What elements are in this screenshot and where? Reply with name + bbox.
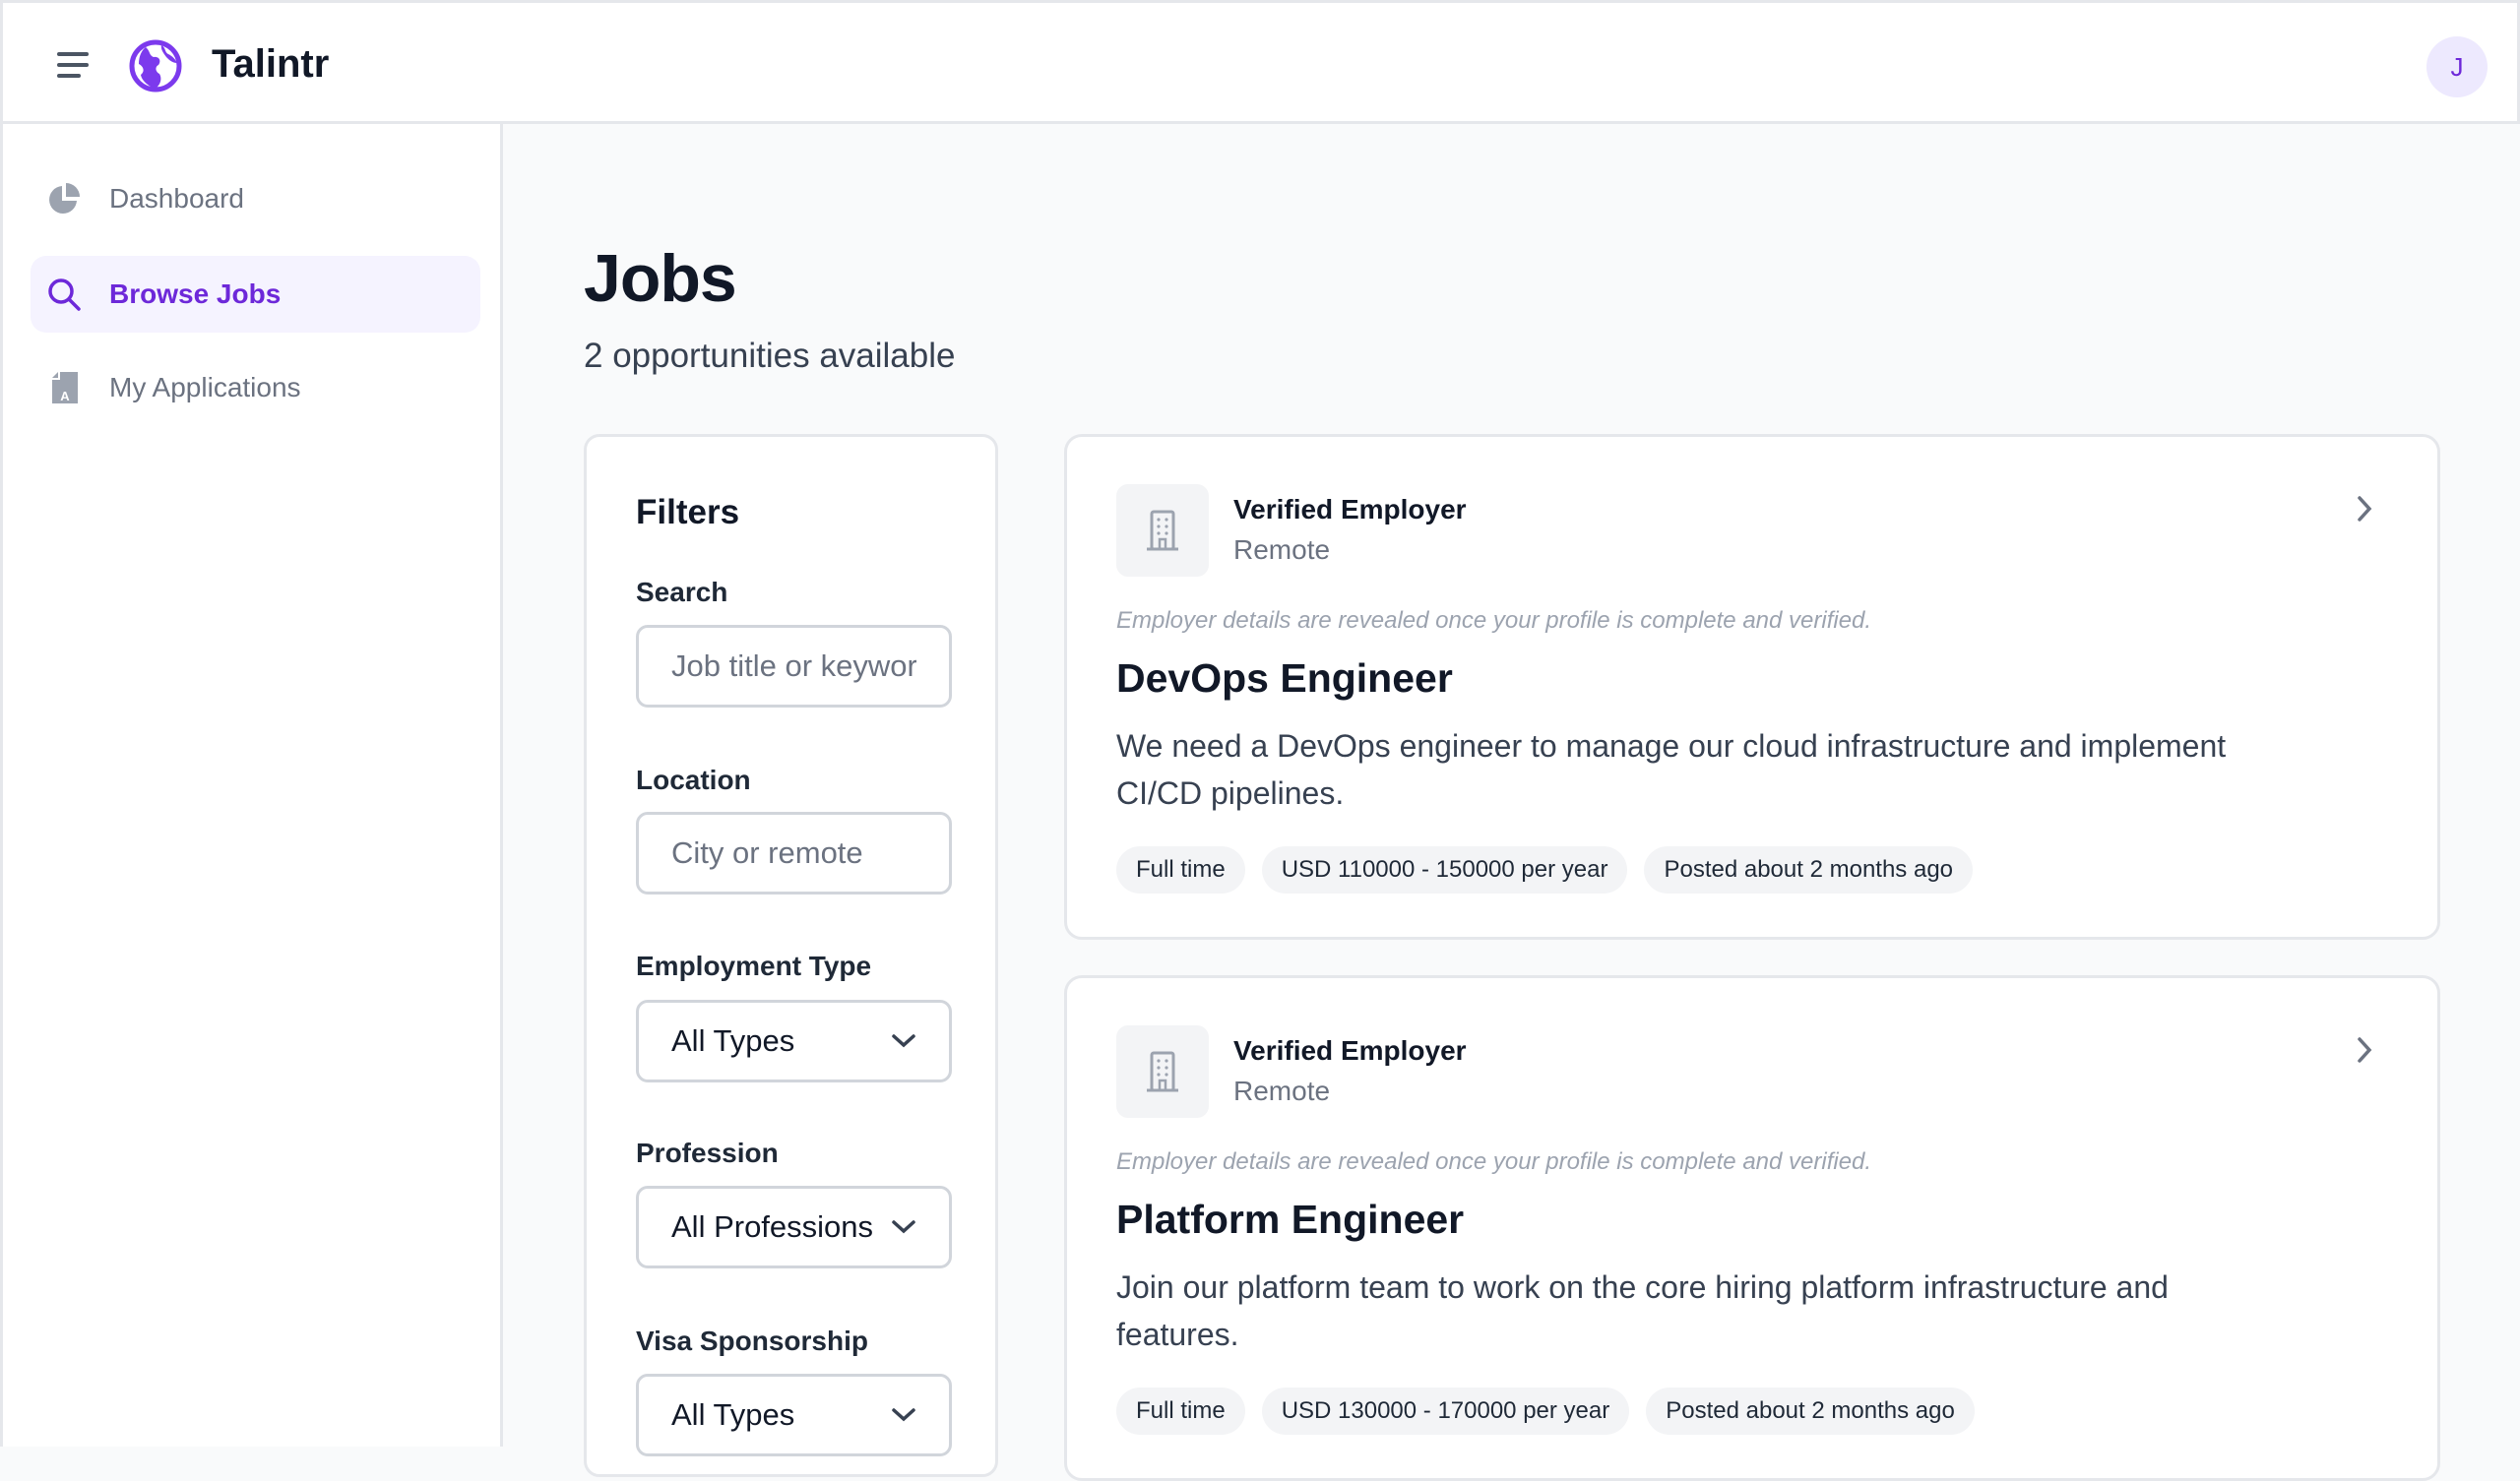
building-icon <box>1147 510 1178 551</box>
job-tag: Full time <box>1116 1388 1245 1435</box>
globe-logo-icon <box>129 39 182 93</box>
document-icon: A <box>46 370 82 405</box>
job-location: Remote <box>1233 534 1331 565</box>
menu-icon[interactable] <box>57 52 89 78</box>
job-location: Remote <box>1233 1076 1331 1106</box>
filters-title: Filters <box>636 493 740 531</box>
visa-select[interactable]: All Types <box>636 1374 952 1456</box>
chevron-right-icon[interactable] <box>2353 1035 2376 1065</box>
pie-chart-icon <box>46 181 82 216</box>
sidebar-item-my-applications[interactable]: A My Applications <box>31 349 480 426</box>
job-tag: Posted about 2 months ago <box>1646 1388 1975 1435</box>
select-value: All Professions <box>671 1209 874 1244</box>
job-card[interactable]: Verified Employer Remote Employer detail… <box>1064 434 2440 940</box>
job-tags: Full time USD 130000 - 170000 per year Pos… <box>1116 1388 1975 1435</box>
job-card[interactable]: Verified Employer Remote Employer detail… <box>1064 975 2440 1481</box>
chevron-down-icon <box>892 1220 915 1234</box>
profession-select[interactable]: All Professions <box>636 1186 952 1268</box>
visa-label: Visa Sponsorship <box>636 1326 868 1356</box>
brand-name: Talintr <box>212 42 330 86</box>
sidebar-item-dashboard[interactable]: Dashboard <box>31 160 480 237</box>
search-label: Search <box>636 577 728 607</box>
sidebar-item-label: Dashboard <box>109 183 244 214</box>
search-icon <box>46 277 82 312</box>
job-tag: USD 130000 - 170000 per year <box>1261 1388 1630 1435</box>
sidebar: Dashboard Browse Jobs A My Applications <box>0 124 503 1447</box>
job-description: Join our platform team to work on the co… <box>1116 1269 2169 1352</box>
location-input[interactable] <box>636 812 952 895</box>
chevron-right-icon[interactable] <box>2353 494 2376 524</box>
svg-text:A: A <box>60 389 70 403</box>
sidebar-item-label: Browse Jobs <box>109 278 282 309</box>
employer-name: Verified Employer <box>1233 1035 1467 1066</box>
job-tag: Posted about 2 months ago <box>1644 846 1974 894</box>
employment-type-label: Employment Type <box>636 951 872 981</box>
job-title: Platform Engineer <box>1116 1197 1465 1242</box>
employment-type-select[interactable]: All Types <box>636 1000 952 1082</box>
employer-name: Verified Employer <box>1233 494 1467 525</box>
sidebar-item-label: My Applications <box>109 372 301 402</box>
top-header: Talintr J <box>0 0 2520 124</box>
page-title: Jobs <box>584 241 737 316</box>
profession-label: Profession <box>636 1138 779 1168</box>
results-count: 2 opportunities available <box>584 337 956 375</box>
job-tag: USD 110000 - 150000 per year <box>1261 846 1628 894</box>
employer-logo <box>1116 484 1209 577</box>
job-title: DevOps Engineer <box>1116 655 1453 701</box>
employer-note: Employer details are revealed once your … <box>1116 1148 1872 1175</box>
sidebar-item-browse-jobs[interactable]: Browse Jobs <box>31 256 480 333</box>
employer-logo <box>1116 1025 1209 1118</box>
select-value: All Types <box>671 1397 795 1432</box>
filters-panel: Filters Search Location Employment Type … <box>584 434 998 1477</box>
employer-note: Employer details are revealed once your … <box>1116 607 1872 634</box>
avatar[interactable]: J <box>2426 36 2488 97</box>
job-tags: Full time USD 110000 - 150000 per year Pos… <box>1116 846 1974 894</box>
job-tag: Full time <box>1116 846 1245 894</box>
chevron-down-icon <box>892 1034 915 1048</box>
search-input[interactable] <box>636 625 952 708</box>
select-value: All Types <box>671 1023 795 1058</box>
building-icon <box>1147 1051 1178 1092</box>
chevron-down-icon <box>892 1408 915 1422</box>
location-label: Location <box>636 765 751 795</box>
job-description: We need a DevOps engineer to manage our … <box>1116 728 2227 811</box>
